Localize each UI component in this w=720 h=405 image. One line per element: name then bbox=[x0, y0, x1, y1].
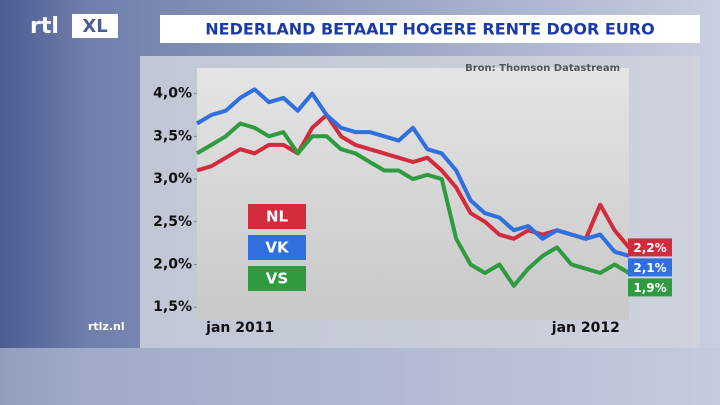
end-label-box bbox=[628, 278, 672, 297]
end-label-box bbox=[628, 258, 672, 277]
y-tick-label: 4,0% bbox=[153, 86, 192, 102]
y-tick-label: 1,5% bbox=[153, 299, 192, 315]
legend-swatch bbox=[248, 204, 306, 229]
y-tick-label: 3,0% bbox=[153, 171, 192, 187]
end-label: 1,9% bbox=[633, 281, 666, 295]
legend-label: NL bbox=[266, 208, 289, 226]
source: Bron: Thomson Datastream bbox=[465, 63, 620, 74]
series-line bbox=[195, 87, 630, 258]
footer: rtlz.nl bbox=[88, 320, 125, 333]
y-tick-label: 2,0% bbox=[153, 256, 192, 272]
title-bar bbox=[160, 15, 700, 43]
legend-label: VK bbox=[265, 239, 290, 257]
x-tick-label: jan 2012 bbox=[551, 320, 620, 336]
end-label: 2,1% bbox=[633, 261, 666, 275]
x-tick-label: jan 2011 bbox=[205, 320, 274, 336]
logo-badge: XL bbox=[82, 16, 107, 37]
legend-label: VS bbox=[266, 270, 288, 288]
chart-title: NEDERLAND BETAALT HOGERE RENTE DOOR EURO bbox=[205, 20, 654, 39]
logo: rtl bbox=[30, 14, 59, 39]
end-label: 2,2% bbox=[633, 241, 666, 255]
y-tick-label: 2,5% bbox=[153, 214, 192, 230]
logo-badge-box bbox=[72, 14, 118, 38]
y-tick-label: 3,5% bbox=[153, 128, 192, 144]
series-line bbox=[195, 121, 631, 288]
end-label-box bbox=[628, 238, 672, 257]
legend-swatch bbox=[248, 266, 306, 291]
legend-swatch bbox=[248, 235, 306, 260]
bottom-band bbox=[0, 348, 720, 405]
